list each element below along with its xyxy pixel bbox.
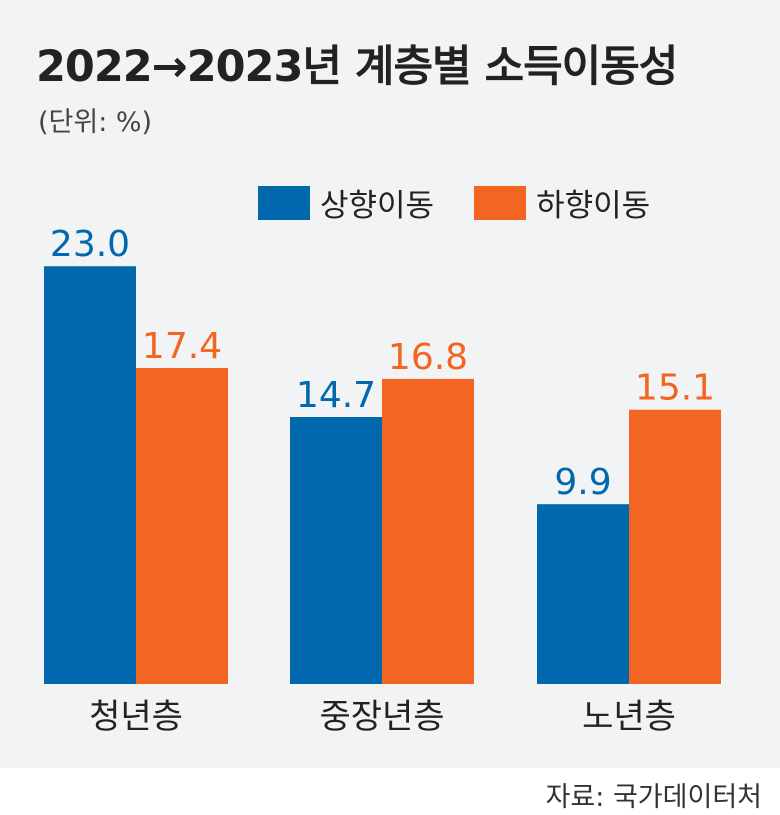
chart-panel: 2022→2023년 계층별 소득이동성 (단위: %) 상향이동 하향이동 2…	[0, 0, 780, 768]
value-label-up-3: 9.9	[554, 462, 611, 503]
legend-swatch-up	[258, 185, 310, 220]
legend: 상향이동 하향이동	[258, 180, 690, 225]
category-label-3: 노년층	[582, 697, 676, 737]
value-label-up-2: 14.7	[296, 375, 376, 416]
bar-down-2	[382, 378, 474, 684]
bar-up-3	[537, 504, 629, 684]
value-label-down-1: 17.4	[142, 326, 222, 367]
legend-label-up: 상향이동	[320, 188, 435, 224]
value-label-up-1: 23.0	[50, 224, 130, 265]
bar-down-3	[629, 409, 721, 684]
chart-title: 2022→2023년 계층별 소득이동성	[36, 42, 678, 92]
value-label-down-3: 15.1	[635, 368, 715, 409]
value-label-down-2: 16.8	[388, 337, 468, 378]
category-label-2: 중장년층	[319, 697, 444, 737]
legend-swatch-down	[474, 185, 527, 220]
bar-chart: 23.0 17.4 청년층 14.7 16.8 중장년층 9.9 15.1 노년층	[44, 224, 721, 737]
bar-up-1	[44, 266, 136, 684]
bar-up-2	[290, 417, 382, 684]
category-label-1: 청년층	[89, 697, 183, 737]
legend-item-down: 하향이동	[474, 180, 650, 225]
source-note: 자료: 국가데이터처	[545, 782, 762, 813]
bar-down-1	[136, 367, 228, 684]
chart-unit: (단위: %)	[38, 107, 153, 138]
legend-item-up: 상향이동	[258, 180, 434, 225]
legend-label-down: 하향이동	[536, 188, 651, 224]
